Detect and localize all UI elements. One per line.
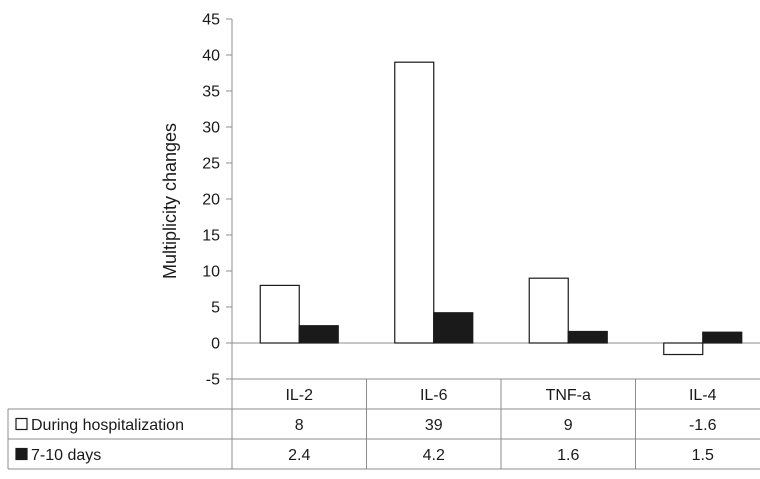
data-value-label: 39 (425, 417, 443, 434)
data-value-label: 9 (564, 417, 573, 434)
legend-series-name: 7-10 days (31, 447, 101, 464)
data-value-label: -1.6 (689, 417, 717, 434)
data-value-label: 1.5 (692, 447, 714, 464)
y-tick-label: 35 (202, 84, 220, 101)
data-value-label: 4.2 (423, 447, 445, 464)
legend-series-name: During hospitalization (31, 417, 184, 434)
category-label: TNF-a (546, 387, 591, 404)
legend-swatch (15, 447, 28, 461)
data-value-label: 8 (295, 417, 304, 434)
bar-during-hospitalization-tnf-a (528, 277, 569, 344)
y-tick-label: 20 (202, 192, 220, 209)
y-tick-label: -5 (206, 372, 220, 389)
y-axis-ticks: -5 0 5 10 15 20 25 30 35 40 45 (202, 12, 232, 389)
data-value-label: 1.6 (557, 447, 579, 464)
category-label: IL-2 (285, 387, 313, 404)
y-tick-label: 5 (211, 300, 220, 317)
bar-7-10-days-il-6 (433, 312, 474, 344)
y-tick-label: 0 (211, 336, 220, 353)
data-value-label: 2.4 (288, 447, 310, 464)
category-label: IL-6 (420, 387, 448, 404)
y-axis-label: Multiplicity changes (160, 123, 180, 279)
y-tick-label: 30 (202, 120, 220, 137)
bar-during-hospitalization-il-6 (394, 61, 435, 344)
bar-during-hospitalization-il-4 (663, 342, 704, 356)
bars (259, 61, 743, 356)
bar-7-10-days-il-4 (702, 331, 743, 344)
legend-swatch (15, 417, 28, 431)
y-tick-label: 10 (202, 264, 220, 281)
y-tick-label: 45 (202, 12, 220, 29)
bar-during-hospitalization-il-2 (259, 284, 300, 344)
y-tick-label: 25 (202, 156, 220, 173)
bar-7-10-days-il-2 (298, 325, 339, 344)
bar-7-10-days-tnf-a (567, 330, 608, 344)
data-table: IL-2 IL-6 TNF-a IL-4 During hospitalization 8… (7, 378, 760, 470)
y-tick-label: 15 (202, 228, 220, 245)
y-tick-label: 40 (202, 48, 220, 65)
axes (231, 19, 760, 379)
category-label: IL-4 (689, 387, 717, 404)
